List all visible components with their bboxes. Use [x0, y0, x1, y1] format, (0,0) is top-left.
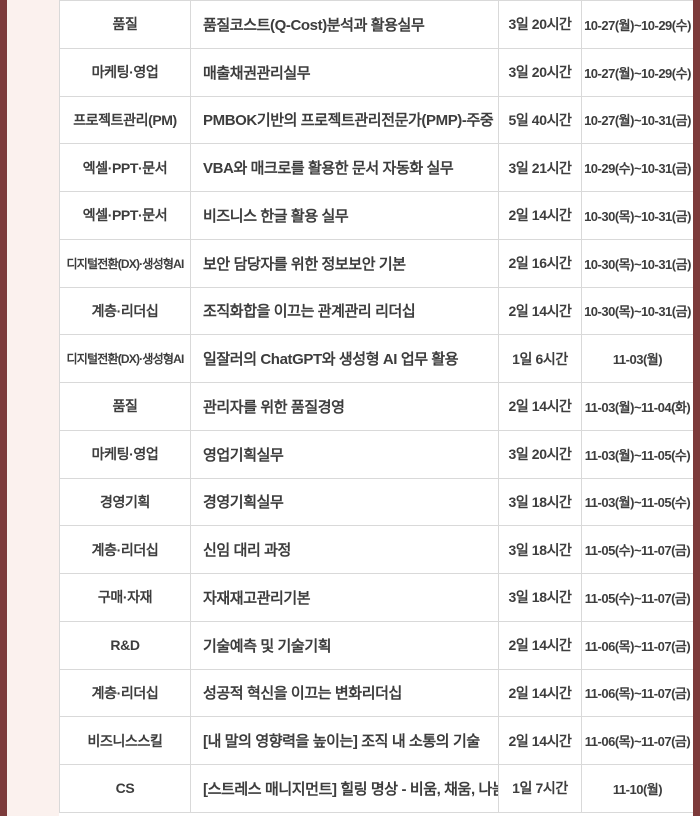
category-cell: 비즈니스스킬: [59, 716, 191, 765]
duration-cell: 2일 16시간: [498, 238, 582, 288]
course-title-cell: 영업기획실무: [190, 429, 499, 479]
category-cell: 품질: [59, 382, 191, 431]
dates-cell: 11-03(월): [581, 334, 694, 383]
dates-cell: 11-03(월)~11-04(화): [581, 382, 694, 431]
course-title-cell: VBA와 매크로를 활용한 문서 자동화 실무: [190, 143, 499, 192]
category-cell: 마케팅·영업: [59, 47, 191, 97]
course-title-cell: PMBOK기반의 프로젝트관리전문가(PMP)-주중: [190, 95, 499, 145]
course-row: 계층·리더십 조직화합을 이끄는 관계관리 리더십 2일 14시간 10-30(…: [59, 286, 694, 336]
category-cell: 디지털전환(DX)·생성형AI: [59, 334, 191, 383]
course-row: 마케팅·영업 매출채권관리실무 3일 20시간 10-27(월)~10-29(수…: [59, 47, 694, 97]
category-cell: 계층·리더십: [59, 525, 191, 574]
course-title-cell: 보안 담당자를 위한 정보보안 기본: [190, 238, 499, 288]
dates-cell: 10-27(월)~10-29(수): [581, 0, 694, 49]
dates-cell: 11-03(월)~11-05(수): [581, 477, 694, 527]
duration-cell: 3일 21시간: [498, 143, 582, 192]
container-border-left: [0, 0, 7, 816]
course-row: 디지털전환(DX)·생성형AI 보안 담당자를 위한 정보보안 기본 2일 16…: [59, 238, 694, 288]
duration-cell: 1일 7시간: [498, 764, 582, 813]
course-title-cell: 비즈니스 한글 활용 실무: [190, 191, 499, 240]
course-title-cell: 자재재고관리기본: [190, 573, 499, 622]
dates-cell: 10-30(목)~10-31(금): [581, 191, 694, 240]
dates-cell: 11-10(월): [581, 764, 694, 813]
course-title-cell: 경영기획실무: [190, 477, 499, 527]
category-cell: 구매·자재: [59, 573, 191, 622]
container-border-right: [693, 0, 700, 816]
course-title-cell: 신임 대리 과정: [190, 525, 499, 574]
duration-cell: 2일 14시간: [498, 286, 582, 336]
duration-cell: 3일 18시간: [498, 573, 582, 622]
dates-cell: 10-30(목)~10-31(금): [581, 286, 694, 336]
duration-cell: 5일 40시간: [498, 95, 582, 145]
course-row: 프로젝트관리(PM) PMBOK기반의 프로젝트관리전문가(PMP)-주중 5일…: [59, 95, 694, 145]
category-cell: 마케팅·영업: [59, 429, 191, 479]
category-cell: 품질: [59, 0, 191, 49]
course-title-cell: 관리자를 위한 품질경영: [190, 382, 499, 431]
course-schedule-table: 품질 품질코스트(Q-Cost)분석과 활용실무 3일 20시간 10-27(월…: [59, 0, 694, 813]
course-row: 비즈니스스킬 [내 말의 영향력을 높이는] 조직 내 소통의 기술 2일 14…: [59, 716, 694, 765]
course-schedule-body: 품질 품질코스트(Q-Cost)분석과 활용실무 3일 20시간 10-27(월…: [59, 0, 694, 813]
category-cell: R&D: [59, 620, 191, 670]
dates-cell: 11-03(월)~11-05(수): [581, 429, 694, 479]
category-cell: 계층·리더십: [59, 668, 191, 718]
dates-cell: 10-30(목)~10-31(금): [581, 238, 694, 288]
course-title-cell: 품질코스트(Q-Cost)분석과 활용실무: [190, 0, 499, 49]
course-row: 품질 관리자를 위한 품질경영 2일 14시간 11-03(월)~11-04(화…: [59, 382, 694, 431]
category-cell: 경영기획: [59, 477, 191, 527]
category-cell: 엑셀·PPT·문서: [59, 143, 191, 192]
course-row: 디지털전환(DX)·생성형AI 일잘러의 ChatGPT와 생성형 AI 업무 …: [59, 334, 694, 383]
category-cell: 계층·리더십: [59, 286, 191, 336]
course-row: 계층·리더십 신임 대리 과정 3일 18시간 11-05(수)~11-07(금…: [59, 525, 694, 574]
category-cell: CS: [59, 764, 191, 813]
duration-cell: 3일 18시간: [498, 525, 582, 574]
dates-cell: 11-06(목)~11-07(금): [581, 620, 694, 670]
course-title-cell: 기술예측 및 기술기획: [190, 620, 499, 670]
duration-cell: 2일 14시간: [498, 668, 582, 718]
dates-cell: 11-05(수)~11-07(금): [581, 525, 694, 574]
duration-cell: 2일 14시간: [498, 382, 582, 431]
duration-cell: 2일 14시간: [498, 716, 582, 765]
category-cell: 디지털전환(DX)·생성형AI: [59, 238, 191, 288]
course-row: 품질 품질코스트(Q-Cost)분석과 활용실무 3일 20시간 10-27(월…: [59, 0, 694, 49]
course-title-cell: 매출채권관리실무: [190, 47, 499, 97]
course-title-cell: 성공적 혁신을 이끄는 변화리더십: [190, 668, 499, 718]
duration-cell: 3일 20시간: [498, 47, 582, 97]
course-row: 마케팅·영업 영업기획실무 3일 20시간 11-03(월)~11-05(수): [59, 429, 694, 479]
category-cell: 엑셀·PPT·문서: [59, 191, 191, 240]
duration-cell: 2일 14시간: [498, 620, 582, 670]
course-row: 구매·자재 자재재고관리기본 3일 18시간 11-05(수)~11-07(금): [59, 573, 694, 622]
course-row: CS [스트레스 매니지먼트] 힐링 명상 - 비움, 채움, 나눔 1일 7시…: [59, 764, 694, 813]
course-title-cell: [스트레스 매니지먼트] 힐링 명상 - 비움, 채움, 나눔: [190, 764, 499, 813]
course-row: 엑셀·PPT·문서 VBA와 매크로를 활용한 문서 자동화 실무 3일 21시…: [59, 143, 694, 192]
dates-cell: 10-29(수)~10-31(금): [581, 143, 694, 192]
category-cell: 프로젝트관리(PM): [59, 95, 191, 145]
dates-cell: 11-05(수)~11-07(금): [581, 573, 694, 622]
course-row: R&D 기술예측 및 기술기획 2일 14시간 11-06(목)~11-07(금…: [59, 620, 694, 670]
duration-cell: 2일 14시간: [498, 191, 582, 240]
dates-cell: 10-27(월)~10-29(수): [581, 47, 694, 97]
dates-cell: 10-27(월)~10-31(금): [581, 95, 694, 145]
duration-cell: 3일 20시간: [498, 0, 582, 49]
left-side-panel: [7, 0, 59, 816]
course-row: 계층·리더십 성공적 혁신을 이끄는 변화리더십 2일 14시간 11-06(목…: [59, 668, 694, 718]
course-row: 경영기획 경영기획실무 3일 18시간 11-03(월)~11-05(수): [59, 477, 694, 527]
course-row: 엑셀·PPT·문서 비즈니스 한글 활용 실무 2일 14시간 10-30(목)…: [59, 191, 694, 240]
course-title-cell: 조직화합을 이끄는 관계관리 리더십: [190, 286, 499, 336]
duration-cell: 3일 18시간: [498, 477, 582, 527]
course-title-cell: [내 말의 영향력을 높이는] 조직 내 소통의 기술: [190, 716, 499, 765]
dates-cell: 11-06(목)~11-07(금): [581, 716, 694, 765]
duration-cell: 1일 6시간: [498, 334, 582, 383]
course-title-cell: 일잘러의 ChatGPT와 생성형 AI 업무 활용: [190, 334, 499, 383]
dates-cell: 11-06(목)~11-07(금): [581, 668, 694, 718]
duration-cell: 3일 20시간: [498, 429, 582, 479]
